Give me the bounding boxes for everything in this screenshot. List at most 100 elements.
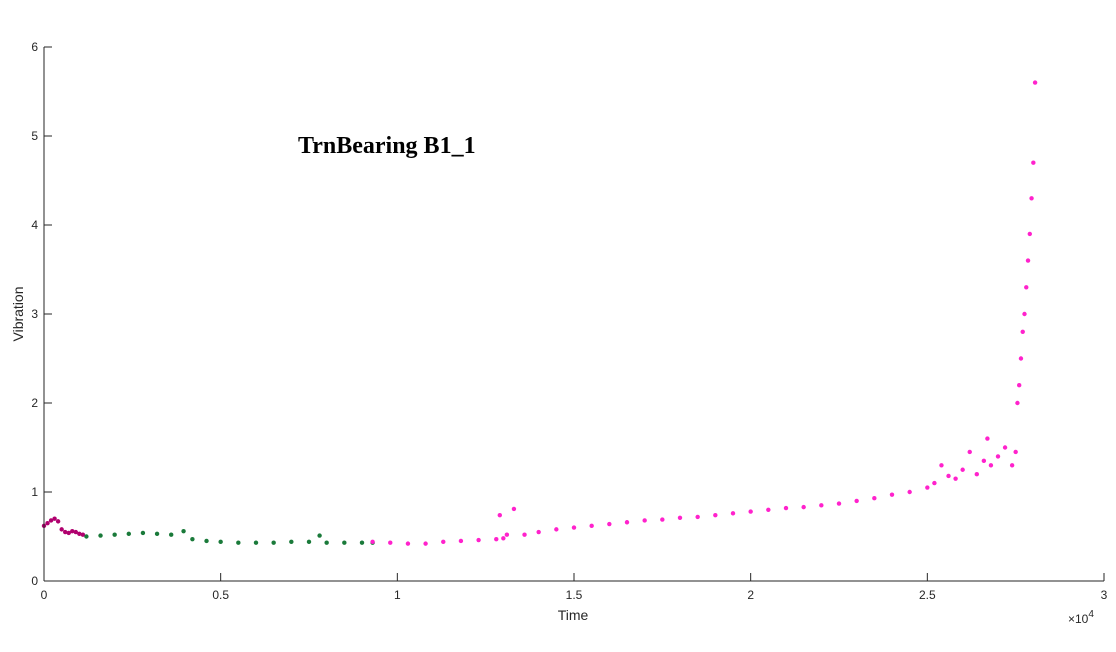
x-ticks: 0 0.5 1 1.5 2 2.5 3 — [41, 573, 1108, 602]
data-point — [423, 541, 428, 546]
data-point — [370, 539, 375, 545]
x-tick-label: 2 — [747, 588, 754, 602]
x-tick-label: 1.5 — [566, 588, 583, 602]
data-point — [66, 530, 71, 536]
data-point — [946, 473, 951, 479]
y-tick-label: 3 — [31, 307, 38, 321]
y-tick-label: 1 — [31, 485, 38, 499]
data-point — [624, 520, 630, 525]
data-point — [1013, 449, 1018, 455]
data-point — [80, 532, 86, 537]
data-point — [388, 540, 393, 545]
data-point — [748, 509, 753, 514]
data-point — [55, 519, 61, 524]
data-point — [405, 541, 411, 546]
data-point — [190, 536, 195, 542]
data-point — [1024, 285, 1029, 290]
data-point — [504, 532, 510, 537]
data-point — [359, 540, 365, 545]
y-tick-label: 2 — [31, 396, 38, 410]
x-tick-label: 2.5 — [919, 588, 936, 602]
data-point — [1031, 160, 1036, 165]
data-point — [317, 533, 322, 538]
data-point — [907, 489, 912, 495]
data-point — [253, 540, 259, 545]
data-point — [1017, 383, 1022, 388]
data-point — [1032, 80, 1038, 85]
x-axis-multiplier-exponent: 4 — [1088, 609, 1094, 620]
data-point — [112, 532, 117, 537]
data-point — [925, 485, 930, 490]
data-point — [889, 492, 895, 497]
data-point — [289, 539, 294, 545]
data-point — [236, 540, 241, 545]
data-point — [988, 463, 994, 468]
data-point — [766, 507, 771, 512]
data-point — [932, 480, 937, 486]
data-point — [169, 532, 174, 537]
y-ticks: 0 1 2 3 4 5 6 — [31, 40, 52, 588]
x-tick-label: 3 — [1101, 588, 1108, 602]
data-point — [967, 449, 972, 455]
data-point — [1022, 311, 1027, 317]
data-point — [77, 531, 82, 537]
data-point — [70, 528, 75, 534]
y-tick-label: 0 — [31, 574, 38, 588]
data-point — [476, 537, 481, 543]
data-point — [306, 539, 312, 545]
data-point — [458, 538, 464, 544]
data-point — [872, 496, 877, 501]
data-point — [140, 530, 146, 536]
data-point — [642, 518, 647, 523]
data-point — [730, 511, 736, 516]
data-point — [607, 521, 612, 527]
data-point — [204, 538, 209, 544]
data-point — [995, 454, 1001, 459]
data-point — [1018, 356, 1024, 361]
data-point — [953, 476, 958, 481]
data-point — [98, 533, 103, 538]
y-axis-label: Vibration — [10, 286, 26, 341]
data-point — [1029, 196, 1034, 201]
x-tick-label: 0 — [41, 588, 48, 602]
x-tick-label: 0.5 — [212, 588, 229, 602]
data-point — [52, 516, 57, 521]
data-point — [501, 536, 506, 541]
data-point — [589, 523, 594, 529]
data-point — [981, 458, 987, 464]
y-tick-label: 5 — [31, 129, 38, 143]
data-point — [660, 517, 665, 522]
data-point — [854, 498, 859, 504]
y-tick-label: 6 — [31, 40, 38, 54]
data-point — [511, 506, 517, 512]
data-point — [1027, 231, 1033, 237]
data-point — [342, 540, 347, 545]
data-point — [801, 504, 806, 510]
data-point — [677, 515, 683, 521]
data-point — [45, 520, 50, 526]
data-point — [1002, 445, 1008, 450]
data-point — [974, 472, 979, 477]
data-point — [218, 539, 223, 545]
data-point — [48, 518, 54, 523]
data-point — [783, 505, 789, 511]
data-point — [59, 527, 64, 532]
data-point — [154, 531, 160, 537]
data-point — [571, 525, 577, 530]
data-point — [1015, 400, 1020, 406]
plot-background — [44, 47, 1104, 581]
data-point — [1009, 463, 1015, 468]
data-point — [271, 540, 276, 545]
data-point — [73, 529, 79, 535]
data-point — [126, 531, 131, 537]
data-point — [441, 539, 446, 545]
x-axis-multiplier: ×104 — [1068, 609, 1094, 626]
x-tick-label: 1 — [394, 588, 401, 602]
data-point — [1020, 329, 1025, 334]
data-point — [554, 527, 559, 532]
data-points — [41, 80, 1038, 546]
data-point — [324, 540, 329, 545]
data-point — [713, 512, 718, 518]
data-point — [939, 463, 944, 468]
